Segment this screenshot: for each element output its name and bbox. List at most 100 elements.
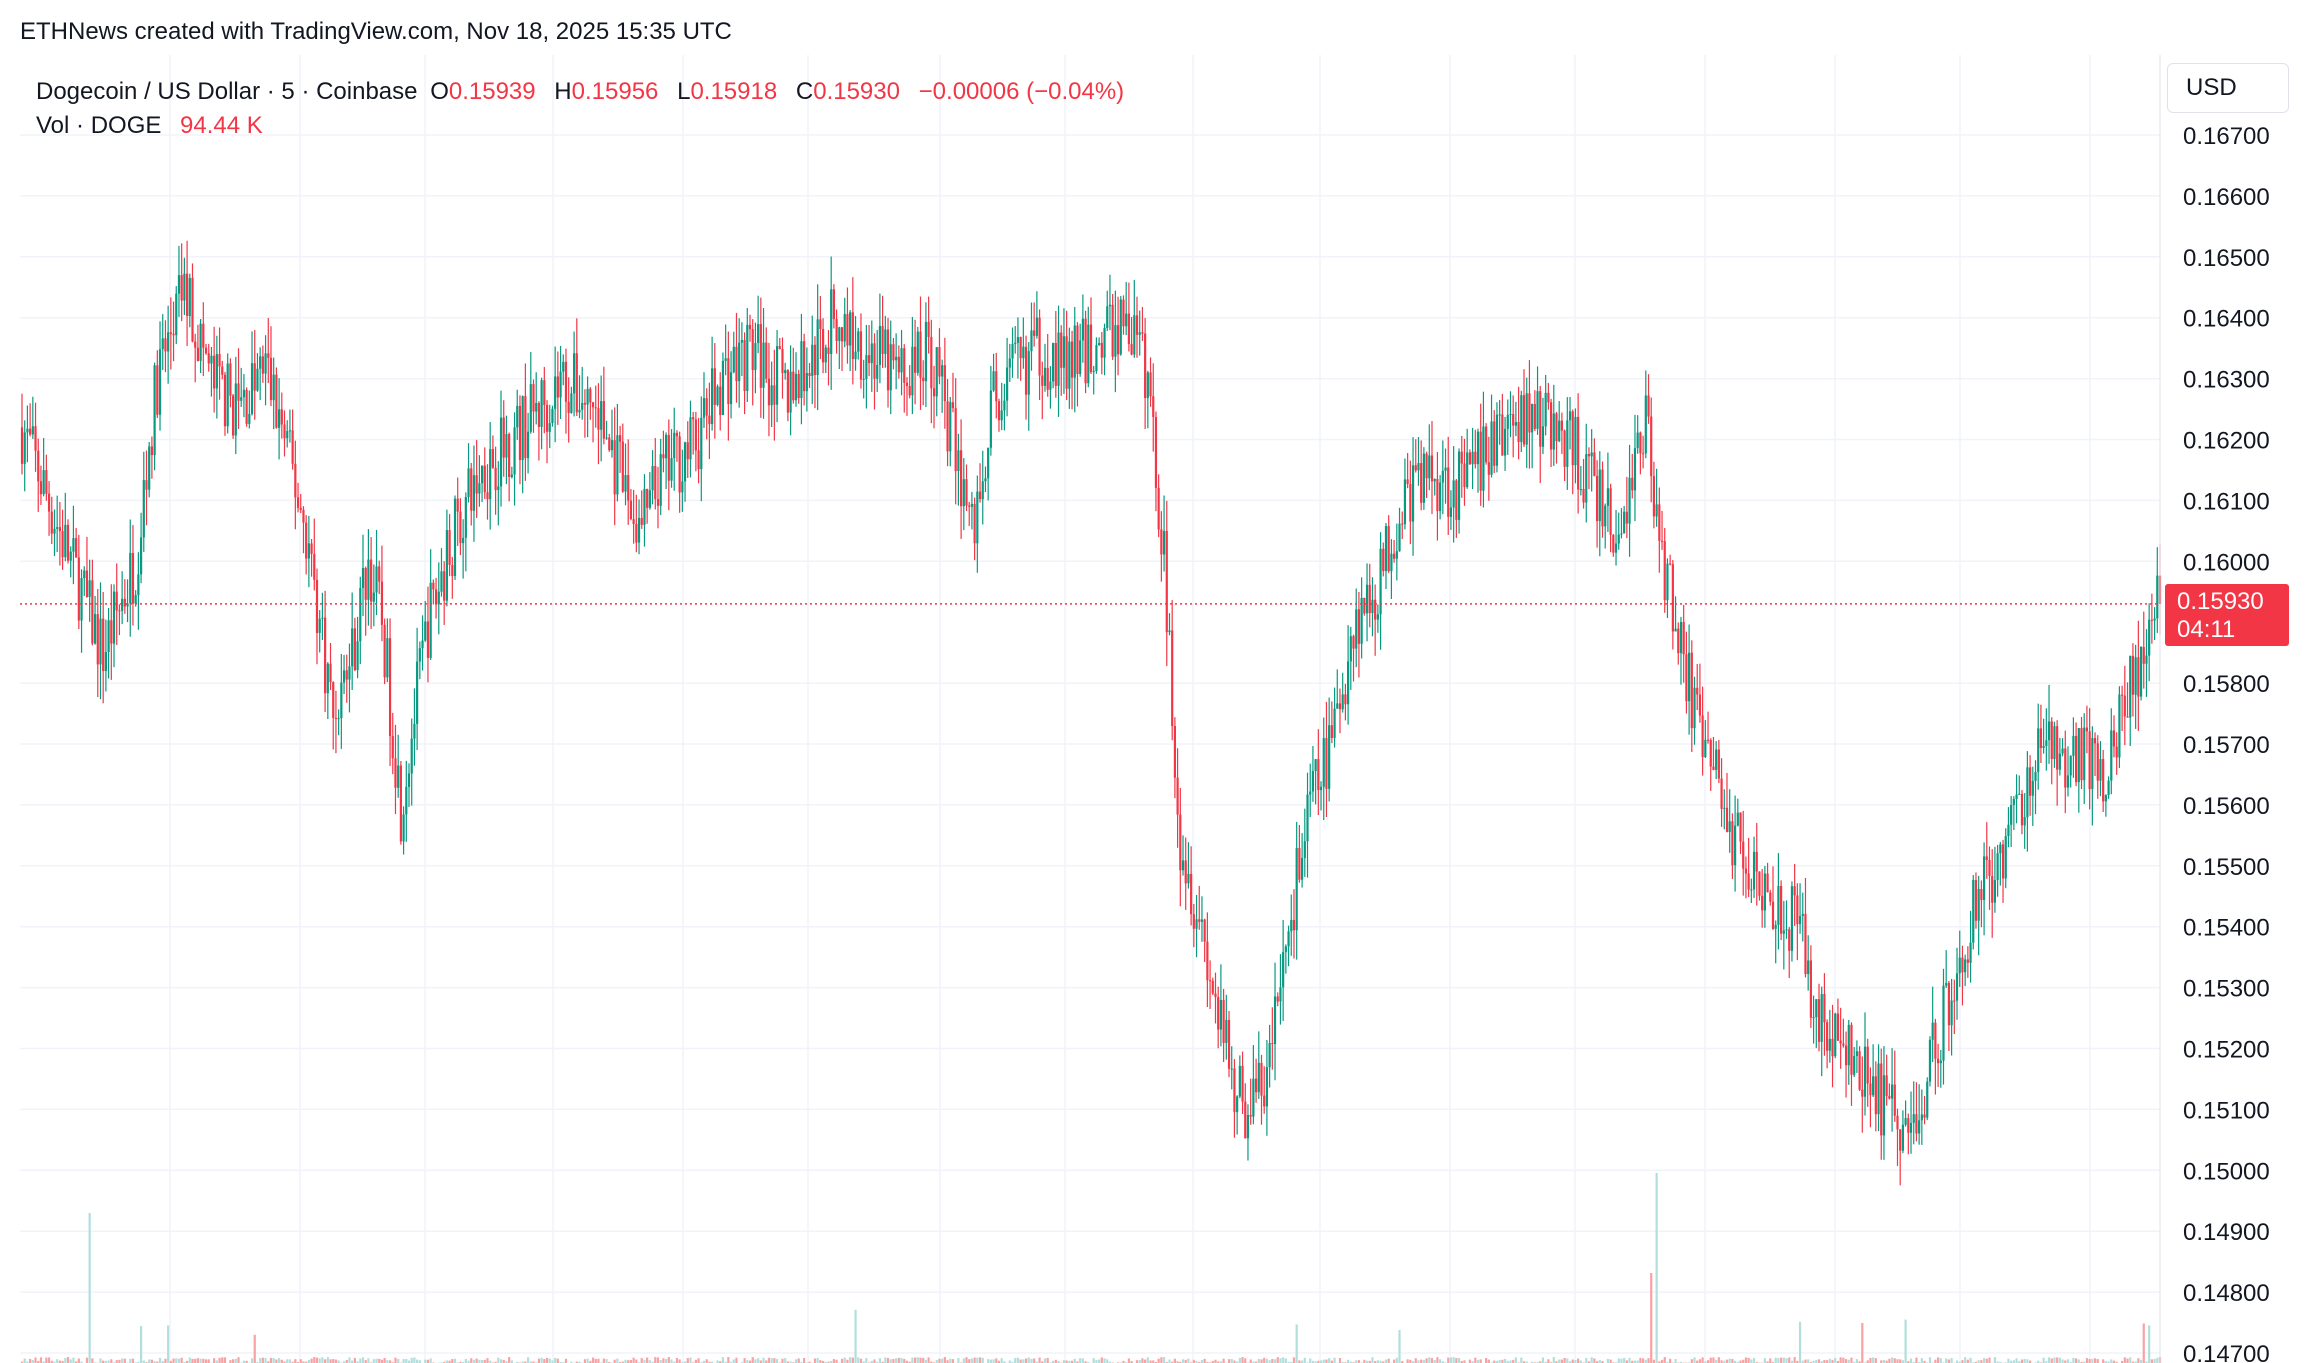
volume-bar bbox=[104, 1360, 107, 1363]
legend-volume-label[interactable]: Vol · DOGE bbox=[36, 112, 162, 139]
candle-body bbox=[1436, 478, 1439, 512]
volume-bar bbox=[1468, 1359, 1471, 1363]
volume-bar bbox=[23, 1358, 26, 1363]
candle-body bbox=[1428, 455, 1431, 479]
volume-bar bbox=[968, 1359, 971, 1363]
candle-body bbox=[1406, 479, 1409, 484]
volume-bars bbox=[20, 1173, 2162, 1363]
volume-bar bbox=[1054, 1359, 1057, 1363]
candle-body bbox=[1501, 414, 1504, 456]
volume-bar bbox=[532, 1361, 535, 1363]
volume-bar bbox=[1920, 1358, 1923, 1363]
candle-body bbox=[1019, 337, 1022, 359]
candle-body bbox=[305, 522, 308, 559]
candle-body bbox=[1723, 807, 1726, 809]
volume-bar bbox=[1474, 1357, 1477, 1363]
volume-bar bbox=[794, 1359, 798, 1363]
volume-bar bbox=[75, 1361, 78, 1363]
volume-bar bbox=[1704, 1361, 1707, 1363]
candle-body bbox=[137, 574, 140, 596]
candle-body bbox=[234, 383, 237, 436]
candle-body bbox=[1490, 421, 1493, 475]
candle-body bbox=[483, 465, 486, 493]
volume-bar bbox=[816, 1357, 819, 1363]
volume-bar bbox=[1065, 1360, 1068, 1363]
volume-bar bbox=[1623, 1357, 1626, 1363]
legend-close-label: C bbox=[795, 78, 814, 105]
volume-bar bbox=[1512, 1359, 1515, 1363]
candle-body bbox=[1644, 395, 1647, 454]
volume-bar bbox=[1563, 1357, 1566, 1363]
candle-body bbox=[1168, 630, 1171, 633]
candle-body bbox=[862, 378, 865, 380]
volume-bar bbox=[1471, 1361, 1474, 1363]
candle-body bbox=[299, 507, 302, 510]
volume-bar bbox=[229, 1360, 232, 1363]
volume-bar bbox=[167, 1325, 170, 1363]
candle-body bbox=[1260, 1062, 1263, 1096]
volume-bar bbox=[1300, 1360, 1304, 1363]
volume-bar bbox=[941, 1358, 944, 1363]
candle-body bbox=[2142, 646, 2145, 664]
candle-body bbox=[794, 373, 798, 401]
candle-body bbox=[426, 621, 430, 658]
currency-button[interactable]: USD bbox=[2167, 63, 2289, 113]
candle-body bbox=[1081, 318, 1084, 341]
candle-body bbox=[1154, 417, 1158, 488]
volume-bar bbox=[675, 1357, 679, 1363]
candle-body bbox=[1390, 553, 1393, 572]
candle-body bbox=[494, 467, 497, 491]
volume-bar bbox=[2023, 1358, 2026, 1363]
candle-body bbox=[1065, 336, 1068, 389]
candle-body bbox=[280, 409, 283, 425]
volume-bar bbox=[223, 1357, 227, 1363]
volume-bar bbox=[846, 1359, 849, 1363]
volume-bar bbox=[283, 1361, 286, 1363]
volume-bar bbox=[58, 1360, 61, 1363]
price-axis-tick-label: 0.16600 bbox=[2183, 184, 2270, 211]
candle-body bbox=[732, 346, 735, 373]
candle-body bbox=[1098, 342, 1101, 346]
volume-bar bbox=[729, 1361, 733, 1363]
volume-bar bbox=[196, 1358, 200, 1363]
volume-bar bbox=[1669, 1358, 1672, 1363]
candle-body bbox=[545, 404, 549, 432]
legend-symbol[interactable]: Dogecoin / US Dollar · 5 · Coinbase bbox=[36, 78, 418, 105]
candle-body bbox=[1801, 913, 1804, 917]
candle-body bbox=[800, 341, 803, 399]
volume-bar bbox=[654, 1357, 657, 1363]
candle-body bbox=[589, 388, 592, 403]
volume-bar bbox=[575, 1361, 578, 1363]
candle-body bbox=[1974, 880, 1978, 921]
candle-body bbox=[1395, 551, 1398, 559]
candle-body bbox=[1888, 1096, 1891, 1099]
candle-body bbox=[670, 458, 673, 481]
candle-body bbox=[581, 402, 584, 410]
volume-bar bbox=[1100, 1357, 1103, 1363]
volume-bar bbox=[1384, 1359, 1388, 1363]
candle-body bbox=[370, 559, 373, 602]
volume-bar bbox=[1295, 1324, 1298, 1363]
volume-bar bbox=[50, 1360, 53, 1363]
candle-body bbox=[1890, 1084, 1894, 1099]
volume-bar bbox=[540, 1357, 543, 1363]
candle-body bbox=[1696, 687, 1699, 695]
candle-body bbox=[1027, 351, 1030, 395]
volume-bar bbox=[1844, 1359, 1848, 1363]
volume-bar bbox=[172, 1358, 175, 1363]
legend-high-label: H bbox=[554, 78, 572, 105]
candle-body bbox=[1798, 916, 1802, 925]
candle-body bbox=[1980, 888, 1983, 900]
candle-body bbox=[1961, 957, 1964, 973]
volume-bar bbox=[786, 1361, 789, 1363]
candle-body bbox=[356, 641, 359, 671]
candle-body bbox=[1325, 738, 1328, 789]
candle-body bbox=[1487, 462, 1490, 475]
volume-bar bbox=[1322, 1359, 1325, 1363]
volume-bar bbox=[1016, 1357, 1020, 1363]
volume-bar bbox=[213, 1358, 216, 1363]
candle-body bbox=[378, 566, 381, 582]
candle-body bbox=[191, 277, 194, 342]
candle-body bbox=[453, 498, 457, 577]
